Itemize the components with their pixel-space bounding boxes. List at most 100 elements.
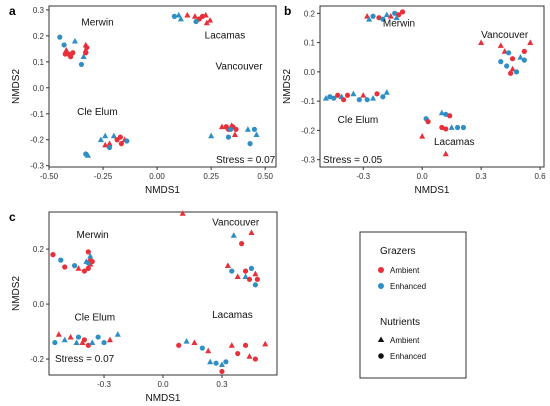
point-ambient-circle: [68, 54, 74, 60]
x-tick-label: 0.0: [417, 172, 429, 181]
point-enhanced-triangle: [366, 15, 373, 22]
point-ambient-circle: [81, 337, 87, 343]
x-tick-label: -0.3: [97, 380, 111, 389]
point-enhanced-triangle: [80, 53, 87, 60]
point-enhanced-circle: [58, 257, 64, 263]
point-enhanced-triangle: [383, 11, 390, 18]
site-label: Vancouver: [215, 62, 263, 73]
point-enhanced-triangle: [350, 90, 357, 97]
point-ambient-circle: [50, 252, 56, 258]
legend: Grazers Ambient Enhanced Nutrients Ambie…: [359, 231, 467, 379]
legend-frame: [359, 231, 467, 379]
point-ambient-circle: [376, 15, 382, 21]
stress-annotation-c: Stress = 0.07: [55, 354, 115, 365]
point-ambient-circle: [85, 249, 91, 255]
site-label: Cle Elum: [338, 115, 379, 126]
point-ambient-circle: [117, 134, 123, 140]
point-enhanced-circle: [506, 50, 512, 56]
point-enhanced-circle: [498, 59, 504, 65]
point-ambient-triangle: [360, 92, 367, 98]
point-enhanced-triangle: [110, 132, 117, 139]
point-enhanced-triangle: [83, 258, 90, 264]
site-label: Merwin: [77, 230, 109, 241]
point-ambient-circle: [89, 258, 95, 265]
point-ambient-triangle: [55, 331, 62, 337]
point-ambient-triangle: [218, 123, 225, 130]
point-enhanced-circle: [57, 34, 63, 40]
point-ambient-triangle: [224, 262, 231, 269]
point-enhanced-triangle: [448, 124, 455, 130]
point-enhanced-circle: [229, 268, 235, 274]
point-enhanced-triangle: [175, 11, 182, 18]
panel-letter-a: a: [9, 4, 16, 18]
point-ambient-circle: [242, 342, 249, 348]
legend-grazers-enhanced-label: Enhanced: [390, 282, 426, 291]
legend-nutrients-title: Nutrients: [380, 317, 420, 328]
site-label: Vancouver: [481, 30, 529, 41]
y-axis-label-c: NMDS2: [11, 276, 22, 311]
point-ambient-circle: [199, 13, 206, 19]
site-label: Lacamas: [205, 30, 246, 41]
point-enhanced-circle: [52, 339, 58, 346]
point-enhanced-triangle: [253, 131, 260, 137]
legend-grazers-ambient-swatch: [378, 267, 384, 273]
point-ambient-circle: [176, 342, 182, 348]
point-enhanced-circle: [124, 138, 130, 144]
point-ambient-circle: [235, 350, 241, 357]
point-ambient-circle: [219, 368, 225, 375]
point-ambient-circle: [399, 9, 406, 15]
point-ambient-circle: [443, 126, 449, 132]
panel-b: b -0.3 0.0 0.3 0.6 0.2 0.1 0.0 -0.1 -0.2 -0.3 NMDS1…: [282, 4, 546, 196]
point-ambient-circle: [425, 119, 431, 125]
x-tick-label: 0.50: [257, 172, 273, 181]
point-enhanced-circle: [380, 94, 386, 100]
point-enhanced-circle: [171, 13, 177, 19]
point-ambient-triangle: [184, 11, 191, 18]
point-enhanced-triangle: [61, 336, 68, 343]
point-ambient-triangle: [106, 140, 113, 147]
point-enhanced-triangle: [322, 95, 329, 101]
point-ambient-circle: [509, 56, 516, 62]
point-ambient-triangle: [63, 46, 70, 53]
y-tick-label: 0.2: [33, 32, 45, 41]
x-axis-label-a: NMDS1: [145, 185, 180, 196]
point-enhanced-triangle: [114, 331, 121, 337]
y-axis-label-b: NMDS2: [282, 69, 293, 104]
legend-nutrients-enhanced-swatch: [378, 353, 384, 359]
point-enhanced-triangle: [97, 136, 104, 143]
point-enhanced-triangle: [207, 358, 214, 365]
point-enhanced-triangle: [383, 89, 390, 95]
x-tick-label: 0.00: [149, 172, 165, 181]
point-ambient-triangle: [179, 210, 186, 216]
point-ambient-triangle: [82, 46, 89, 53]
legend-grazers-ambient-label: Ambient: [390, 266, 420, 275]
point-enhanced-triangle: [87, 252, 94, 259]
point-ambient-circle: [62, 51, 68, 57]
point-enhanced-circle: [61, 42, 67, 48]
point-ambient-circle: [507, 70, 514, 76]
point-enhanced-circle: [370, 13, 376, 19]
point-ambient-triangle: [191, 13, 198, 19]
y-tick-label: -0.2: [301, 126, 315, 135]
point-ambient-circle: [340, 97, 347, 103]
point-ambient-circle: [239, 241, 245, 247]
point-ambient-circle: [233, 126, 239, 132]
legend-nutrients-enhanced-label: Enhanced: [390, 352, 426, 361]
point-ambient-triangle: [207, 17, 214, 23]
y-tick-label: -0.2: [30, 136, 44, 145]
point-enhanced-circle: [252, 282, 258, 288]
point-ambient-triangle: [246, 353, 253, 359]
point-enhanced-circle: [75, 334, 82, 340]
point-ambient-circle: [252, 356, 258, 362]
x-tick-label: 0.0: [157, 380, 169, 389]
plot-frame-a: [48, 5, 277, 168]
y-tick-label: 0.1: [33, 58, 45, 67]
y-tick-label: 0.0: [33, 84, 45, 93]
point-ambient-circle: [521, 48, 527, 54]
point-ambient-triangle: [497, 42, 504, 48]
point-ambient-circle: [118, 141, 125, 147]
site-label: Cle Elum: [75, 313, 116, 324]
point-enhanced-circle: [331, 95, 337, 101]
legend-nutrients-ambient-swatch: [377, 336, 385, 342]
point-enhanced-triangle: [177, 15, 184, 22]
